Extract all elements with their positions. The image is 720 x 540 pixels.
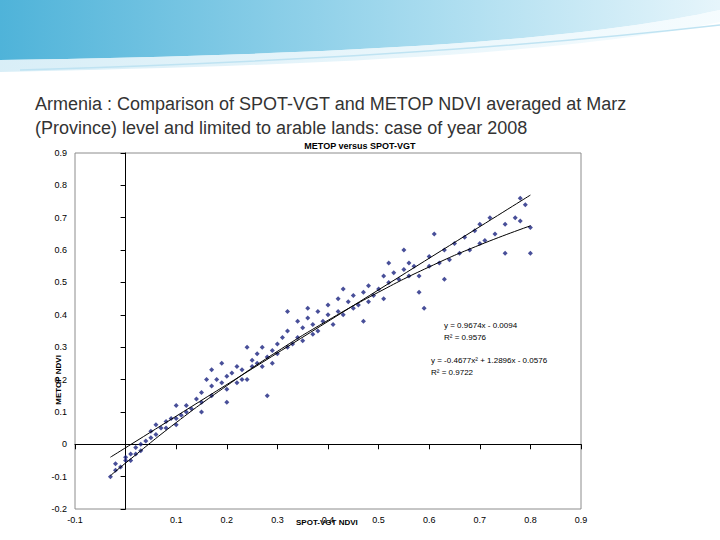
svg-text:0.2: 0.2 (221, 515, 234, 525)
svg-text:-0.2: -0.2 (51, 504, 67, 514)
svg-text:0.8: 0.8 (54, 180, 67, 190)
html-text:Armenia : Comparison of SPOT-V: Armenia : Comparison of SPOT-VGT and MET… (35, 94, 627, 138)
svg-text:0.7: 0.7 (54, 213, 67, 223)
svg-text:0.8: 0.8 (524, 515, 537, 525)
svg-text:0.5: 0.5 (54, 277, 67, 287)
svg-text:METOP NDVI: METOP NDVI (54, 355, 63, 405)
svg-text:-0.1: -0.1 (67, 515, 83, 525)
svg-text:0.1: 0.1 (170, 515, 183, 525)
svg-text:0.3: 0.3 (271, 515, 284, 525)
svg-text:SPOT-VGT NDVI: SPOT-VGT NDVI (296, 518, 358, 527)
svg-text:R² = 0.9576: R² = 0.9576 (444, 333, 487, 342)
svg-text:0.9: 0.9 (575, 515, 588, 525)
svg-text:0: 0 (62, 439, 67, 449)
svg-text:0.6: 0.6 (423, 515, 436, 525)
svg-text:0.9: 0.9 (54, 148, 67, 158)
svg-text:y = 0.9674x - 0.0094: y = 0.9674x - 0.0094 (444, 321, 518, 330)
svg-text:0.5: 0.5 (372, 515, 385, 525)
svg-text:0.7: 0.7 (474, 515, 487, 525)
svg-text:0.4: 0.4 (54, 310, 67, 320)
svg-text:R² = 0.9722: R² = 0.9722 (431, 368, 474, 377)
svg-text:y = -0.4677x² + 1.2896x - 0.05: y = -0.4677x² + 1.2896x - 0.0576 (431, 356, 548, 365)
svg-text:-0.1: -0.1 (51, 472, 67, 482)
svg-text:0.1: 0.1 (54, 407, 67, 417)
svg-text:0.3: 0.3 (54, 342, 67, 352)
svg-text:METOP versus SPOT-VGT: METOP versus SPOT-VGT (304, 141, 416, 151)
svg-text:0.6: 0.6 (54, 245, 67, 255)
